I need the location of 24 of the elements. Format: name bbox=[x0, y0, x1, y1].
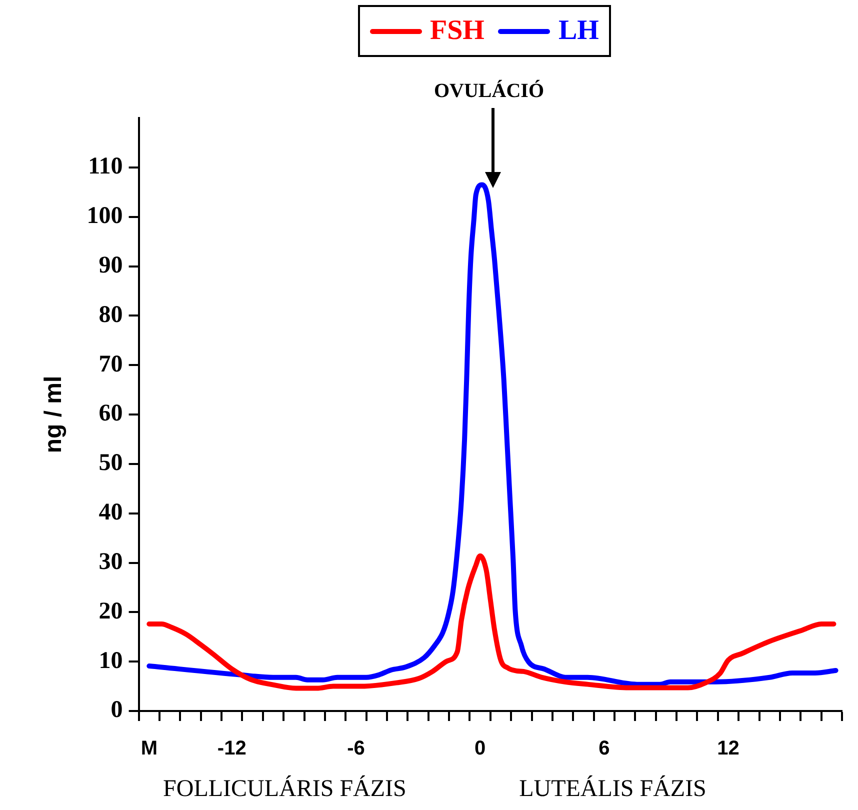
y-tick-label: 20 bbox=[98, 598, 123, 624]
x-tick-label: 12 bbox=[717, 738, 740, 760]
legend-label: LH bbox=[558, 15, 599, 47]
y-tick-label: 0 bbox=[110, 697, 123, 724]
y-tick-label: 110 bbox=[88, 154, 123, 180]
text: OVULÁCIÓ bbox=[434, 80, 544, 103]
text: FOLLICULÁRIS FÁZIS bbox=[163, 776, 406, 803]
text: LUTEÁLIS FÁZIS bbox=[519, 776, 706, 803]
y-axis-title: ng / ml bbox=[40, 376, 68, 454]
x-tick-label: M bbox=[140, 738, 158, 760]
y-tick-label: 50 bbox=[98, 450, 123, 476]
y-tick-label: 10 bbox=[98, 648, 123, 674]
x-tick-label: -12 bbox=[217, 738, 246, 760]
legend-label: FSH bbox=[430, 15, 484, 47]
y-tick-label: 30 bbox=[98, 548, 123, 575]
x-tick-label: 6 bbox=[598, 738, 610, 760]
y-tick-label: 70 bbox=[98, 351, 123, 378]
y-tick-label: 90 bbox=[98, 252, 123, 278]
y-tick-label: 60 bbox=[98, 400, 123, 427]
x-tick-label: -6 bbox=[347, 738, 365, 760]
x-tick-label: 0 bbox=[474, 738, 486, 760]
y-tick-label: 100 bbox=[86, 203, 123, 230]
y-tick-label: 80 bbox=[98, 302, 123, 328]
y-tick-label: 40 bbox=[98, 500, 123, 526]
